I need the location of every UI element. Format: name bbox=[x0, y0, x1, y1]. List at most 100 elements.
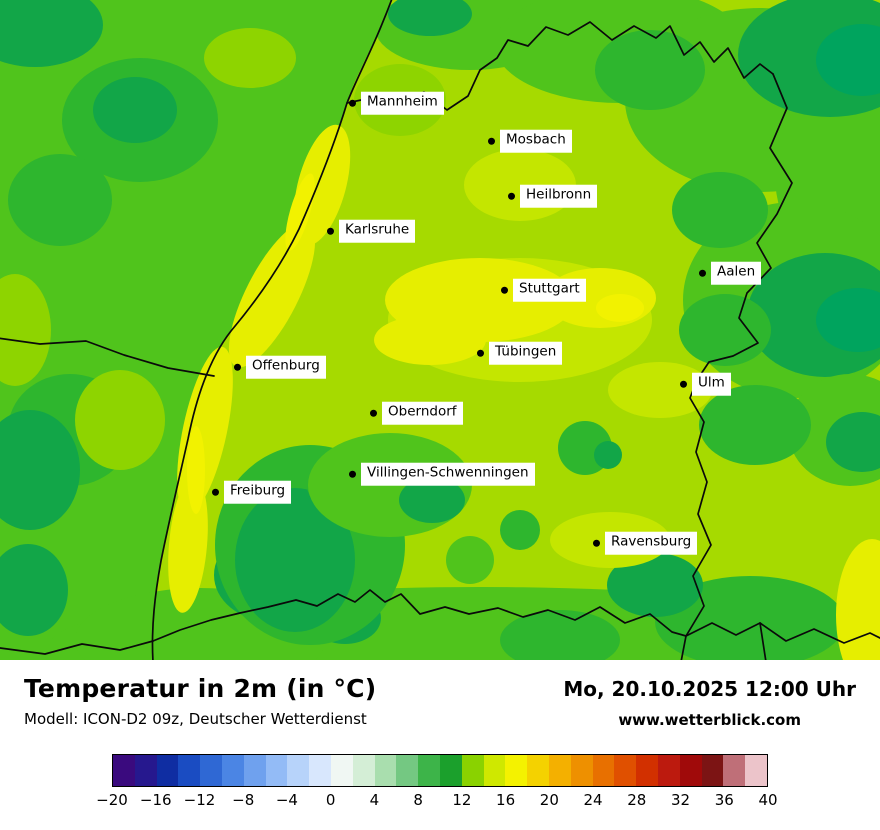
city-label: Ulm bbox=[692, 372, 731, 396]
legend-tick-label: 4 bbox=[369, 791, 380, 809]
legend-cell bbox=[113, 755, 135, 786]
legend-tick-label: −16 bbox=[139, 791, 172, 809]
legend-cell bbox=[200, 755, 222, 786]
legend-tick-label: 0 bbox=[325, 791, 336, 809]
south-border-line bbox=[152, 589, 687, 642]
footer-right: Mo, 20.10.2025 12:00 Uhr www.wetterblick… bbox=[563, 677, 856, 729]
weather-map: Mannheim Mosbach Heilbronn Karlsruhe Stuttga… bbox=[0, 0, 880, 660]
legend-bar bbox=[112, 754, 768, 787]
legend-tick-label: 12 bbox=[452, 791, 472, 809]
city-dot-icon bbox=[349, 470, 356, 478]
legend-cell bbox=[134, 755, 157, 786]
city-dot-icon bbox=[508, 192, 515, 200]
footer-header: Temperatur in 2m (in °C) Modell: ICON-D2… bbox=[0, 660, 880, 729]
city-label: Heilbronn bbox=[520, 184, 598, 208]
city-label: Mannheim bbox=[361, 91, 444, 115]
city-label: Villingen-Schwenningen bbox=[361, 462, 535, 486]
legend-cell bbox=[657, 755, 680, 786]
legend-cell bbox=[461, 755, 484, 786]
legend-cell bbox=[178, 755, 201, 786]
legend: −20 −16 −12 −8 −4 0 4 8 12 16 20 24 28 32 36 40 bbox=[96, 754, 778, 811]
legend-cell bbox=[701, 755, 724, 786]
legend-tick-label: 40 bbox=[758, 791, 778, 809]
legend-cell bbox=[352, 755, 375, 786]
city-marker: Freiburg bbox=[212, 480, 292, 504]
east-border-line bbox=[680, 73, 793, 660]
legend-cell bbox=[505, 755, 528, 786]
model-info: Modell: ICON-D2 09z, Deutscher Wetterdie… bbox=[24, 710, 367, 728]
legend-cell bbox=[614, 755, 637, 786]
legend-cell bbox=[636, 755, 658, 786]
city-marker: Ravensburg bbox=[593, 531, 698, 555]
legend-cell bbox=[287, 755, 310, 786]
city-label: Tübingen bbox=[489, 341, 563, 365]
legend-cell bbox=[418, 755, 440, 786]
city-label: Freiburg bbox=[224, 480, 292, 504]
legend-cell bbox=[243, 755, 266, 786]
legend-cell bbox=[374, 755, 397, 786]
city-marker: Ulm bbox=[680, 372, 731, 396]
footer: Temperatur in 2m (in °C) Modell: ICON-D2… bbox=[0, 660, 880, 830]
city-marker: Tübingen bbox=[477, 341, 563, 365]
website-url: www.wetterblick.com bbox=[618, 711, 801, 729]
city-dot-icon bbox=[349, 99, 356, 107]
legend-cell bbox=[156, 755, 179, 786]
southwest-border-line bbox=[0, 640, 154, 655]
city-label: Offenburg bbox=[246, 355, 326, 379]
city-dot-icon bbox=[488, 137, 495, 145]
legend-cell bbox=[723, 755, 746, 786]
city-label: Stuttgart bbox=[513, 278, 586, 302]
austria-border-line bbox=[685, 622, 880, 644]
city-marker: Oberndorf bbox=[370, 401, 463, 425]
legend-cell bbox=[396, 755, 419, 786]
legend-tick-label: −4 bbox=[275, 791, 298, 809]
legend-cell bbox=[527, 755, 549, 786]
legend-cell bbox=[330, 755, 353, 786]
legend-cell bbox=[548, 755, 571, 786]
city-label: Ravensburg bbox=[605, 531, 698, 555]
city-dot-icon bbox=[680, 380, 687, 388]
city-label: Aalen bbox=[711, 261, 762, 285]
city-dot-icon bbox=[593, 539, 600, 547]
legend-tick-label: 28 bbox=[627, 791, 647, 809]
city-label: Oberndorf bbox=[382, 401, 463, 425]
legend-cell bbox=[570, 755, 593, 786]
legend-cell bbox=[745, 755, 767, 786]
city-dot-icon bbox=[370, 409, 377, 417]
legend-tick-label: −20 bbox=[96, 791, 128, 809]
legend-cell bbox=[439, 755, 462, 786]
city-dot-icon bbox=[477, 349, 484, 357]
city-marker: Mosbach bbox=[488, 129, 572, 153]
legend-cell bbox=[592, 755, 615, 786]
legend-cell bbox=[679, 755, 702, 786]
city-marker: Stuttgart bbox=[501, 278, 586, 302]
legend-cell bbox=[265, 755, 288, 786]
legend-tick-label: 32 bbox=[670, 791, 691, 809]
city-marker: Karlsruhe bbox=[327, 219, 416, 243]
city-marker: Mannheim bbox=[349, 91, 444, 115]
map-cities: Mannheim Mosbach Heilbronn Karlsruhe Stuttga… bbox=[212, 91, 762, 555]
city-marker: Aalen bbox=[699, 261, 762, 285]
city-marker: Heilbronn bbox=[508, 184, 598, 208]
legend-tick-label: 20 bbox=[539, 791, 559, 809]
city-dot-icon bbox=[699, 269, 706, 277]
page-title: Temperatur in 2m (in °C) bbox=[24, 674, 377, 703]
legend-tick-label: 8 bbox=[413, 791, 423, 809]
legend-tick-label: 16 bbox=[496, 791, 516, 809]
legend-cell bbox=[221, 755, 244, 786]
austria-border-spur bbox=[759, 622, 767, 660]
city-label: Mosbach bbox=[500, 129, 572, 153]
france-border-line bbox=[0, 337, 215, 377]
legend-cell bbox=[309, 755, 331, 786]
legend-tick-label: 24 bbox=[583, 791, 603, 809]
city-dot-icon bbox=[212, 488, 219, 496]
city-dot-icon bbox=[234, 363, 241, 371]
legend-tick-label: −8 bbox=[232, 791, 255, 809]
legend-ticks: −20 −16 −12 −8 −4 0 4 8 12 16 20 24 28 32 36 40 bbox=[96, 791, 777, 811]
forecast-datetime: Mo, 20.10.2025 12:00 Uhr bbox=[563, 677, 856, 701]
city-marker: Villingen-Schwenningen bbox=[349, 462, 535, 486]
legend-tick-label: −12 bbox=[183, 791, 216, 809]
city-marker: Offenburg bbox=[234, 355, 326, 379]
city-dot-icon bbox=[327, 227, 334, 235]
footer-left: Temperatur in 2m (in °C) Modell: ICON-D2… bbox=[24, 674, 376, 728]
